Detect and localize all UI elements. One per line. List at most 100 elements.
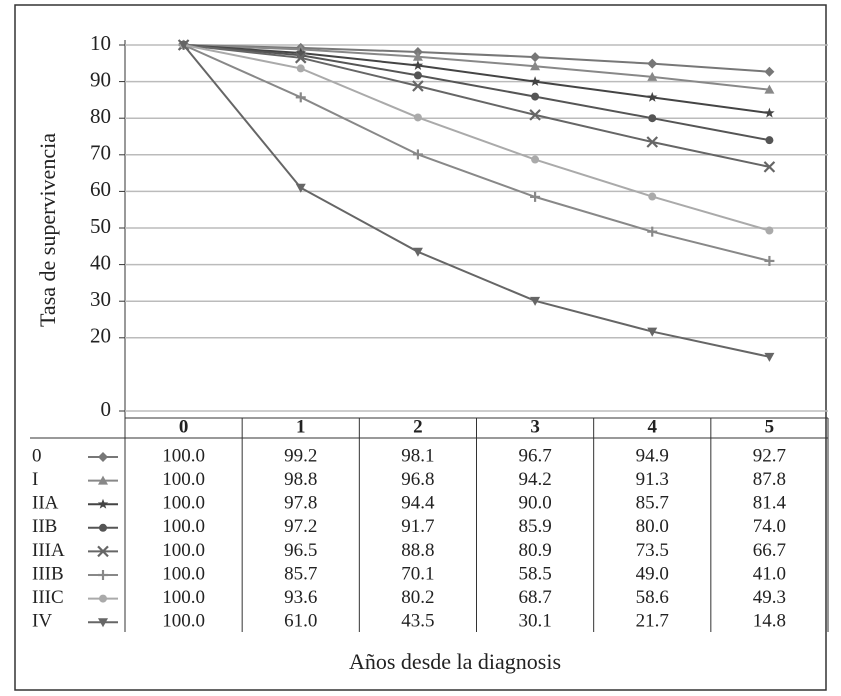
- marker: [764, 352, 775, 362]
- table-value: 91.7: [401, 516, 434, 537]
- marker: [765, 136, 774, 145]
- marker-shape: [765, 136, 774, 145]
- table-value: 85.9: [518, 516, 551, 537]
- marker-shape: [647, 58, 658, 69]
- marker-shape: [764, 84, 775, 94]
- marker-shape: [647, 91, 658, 102]
- marker: [412, 149, 423, 160]
- table-value: 58.5: [518, 563, 551, 584]
- marker: [412, 59, 424, 70]
- marker: [647, 91, 658, 102]
- marker: [764, 66, 775, 77]
- marker: [99, 523, 107, 532]
- series-line: [183, 44, 770, 232]
- series-line: [182, 44, 770, 358]
- marker-shape: [531, 92, 540, 101]
- table-value: 94.4: [401, 493, 435, 514]
- table-value: 49.3: [753, 587, 786, 608]
- marker: [530, 191, 541, 202]
- y-tick-label: 30: [90, 287, 111, 311]
- marker-shape: [294, 52, 307, 64]
- table-value: 92.7: [753, 445, 786, 466]
- marker-shape: [97, 545, 109, 558]
- marker-shape: [99, 594, 107, 603]
- y-axis-label: Tasa de supervivencia: [35, 133, 60, 327]
- marker-shape: [412, 80, 424, 92]
- x-tick-label: 0: [179, 416, 189, 437]
- marker: [178, 41, 189, 50]
- marker: [646, 136, 659, 148]
- table-value: 21.7: [636, 611, 669, 632]
- series-line: [183, 44, 770, 142]
- legend-label: IIA: [32, 493, 59, 514]
- table-value: 80.9: [518, 540, 551, 561]
- x-axis-label: Años desde la diagnosis: [349, 649, 561, 674]
- series-line: [183, 44, 770, 91]
- marker: [295, 183, 306, 193]
- table-value: 91.3: [636, 469, 669, 490]
- marker-shape: [413, 71, 422, 80]
- y-tick-label: 50: [90, 214, 111, 238]
- marker: [296, 64, 305, 73]
- x-tick-label: 2: [413, 416, 423, 437]
- marker: [647, 58, 658, 69]
- table-value: 94.2: [518, 469, 551, 490]
- table-value: 85.7: [636, 493, 669, 514]
- marker: [530, 61, 541, 71]
- marker-shape: [764, 66, 775, 77]
- marker-shape: [412, 247, 423, 257]
- marker: [413, 71, 422, 80]
- marker: [647, 327, 658, 337]
- table-value: 88.8: [401, 540, 434, 561]
- legend-label: IV: [32, 611, 52, 632]
- table-value: 98.8: [284, 469, 317, 490]
- legend-label: IIIB: [32, 563, 64, 584]
- table-value: 100.0: [162, 469, 205, 490]
- marker: [412, 247, 423, 257]
- marker-shape: [646, 136, 659, 148]
- table-value: 61.0: [284, 611, 317, 632]
- marker-shape: [530, 296, 541, 306]
- legend-label: IIB: [32, 516, 57, 537]
- legend-label: I: [32, 469, 38, 490]
- marker: [97, 545, 109, 558]
- x-tick-label: 3: [530, 416, 540, 437]
- table-value: 96.5: [284, 540, 317, 561]
- marker: [413, 113, 422, 122]
- table-value: 58.6: [636, 587, 669, 608]
- table-value: 74.0: [753, 516, 786, 537]
- legend-label: IIIC: [32, 587, 64, 608]
- marker-shape: [764, 107, 775, 118]
- marker-shape: [529, 76, 541, 87]
- x-tick-label: 4: [648, 416, 658, 437]
- table-value: 30.1: [518, 611, 551, 632]
- table-value: 100.0: [162, 587, 205, 608]
- marker-shape: [530, 52, 541, 63]
- marker-shape: [648, 114, 657, 123]
- y-tick-label: 80: [90, 104, 111, 128]
- marker: [765, 226, 774, 235]
- marker: [98, 618, 108, 628]
- table-value: 97.8: [284, 493, 317, 514]
- marker-shape: [98, 475, 108, 485]
- marker: [531, 155, 540, 164]
- marker-shape: [412, 59, 424, 70]
- marker-shape: [99, 523, 107, 532]
- table-value: 100.0: [162, 611, 205, 632]
- table-value: 66.7: [753, 540, 786, 561]
- marker-shape: [647, 327, 658, 337]
- marker-shape: [764, 352, 775, 362]
- y-tick-label: 20: [90, 324, 111, 348]
- y-tick-label: 0: [101, 397, 112, 421]
- marker: [763, 161, 776, 173]
- marker: [530, 296, 541, 306]
- marker: [529, 109, 541, 121]
- series-line: [183, 44, 770, 168]
- table-value: 41.0: [753, 563, 786, 584]
- marker-shape: [648, 192, 657, 201]
- y-tick-label: 40: [90, 250, 111, 274]
- series-line: [183, 44, 770, 262]
- table-value: 43.5: [401, 611, 434, 632]
- frame: [14, 4, 827, 691]
- marker-shape: [529, 109, 541, 121]
